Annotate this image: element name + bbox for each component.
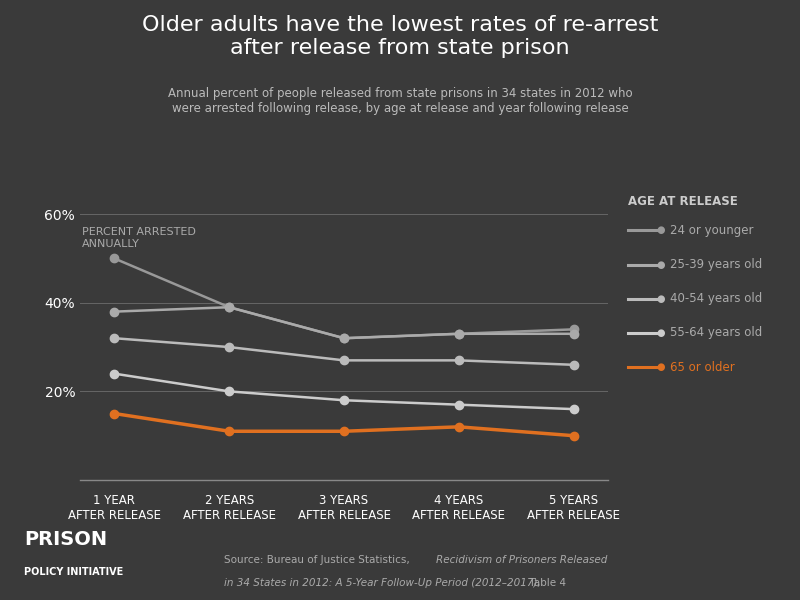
Text: PRISON: PRISON xyxy=(24,530,107,549)
Text: 24 or younger: 24 or younger xyxy=(670,224,753,237)
Text: ●: ● xyxy=(657,226,666,235)
Text: Older adults have the lowest rates of re-arrest
after release from state prison: Older adults have the lowest rates of re… xyxy=(142,15,658,58)
Text: 65 or older: 65 or older xyxy=(670,361,734,374)
Text: Annual percent of people released from state prisons in 34 states in 2012 who
we: Annual percent of people released from s… xyxy=(168,87,632,115)
Text: 55-64 years old: 55-64 years old xyxy=(670,326,762,340)
Text: Source: Bureau of Justice Statistics,: Source: Bureau of Justice Statistics, xyxy=(224,555,413,565)
Text: ●: ● xyxy=(657,260,666,269)
Text: Recidivism of Prisoners Released: Recidivism of Prisoners Released xyxy=(436,555,607,565)
Text: ●: ● xyxy=(657,328,666,338)
Text: AGE AT RELEASE: AGE AT RELEASE xyxy=(628,195,738,208)
Text: ●: ● xyxy=(657,294,666,304)
Text: ●: ● xyxy=(657,362,666,372)
Text: PERCENT ARRESTED
ANNUALLY: PERCENT ARRESTED ANNUALLY xyxy=(82,227,196,249)
Text: in 34 States in 2012: A 5-Year Follow-Up Period (2012–2017),: in 34 States in 2012: A 5-Year Follow-Up… xyxy=(224,578,541,588)
Text: 40-54 years old: 40-54 years old xyxy=(670,292,762,305)
Text: Table 4: Table 4 xyxy=(526,578,566,588)
Text: 25-39 years old: 25-39 years old xyxy=(670,258,762,271)
Text: POLICY INITIATIVE: POLICY INITIATIVE xyxy=(24,567,123,577)
